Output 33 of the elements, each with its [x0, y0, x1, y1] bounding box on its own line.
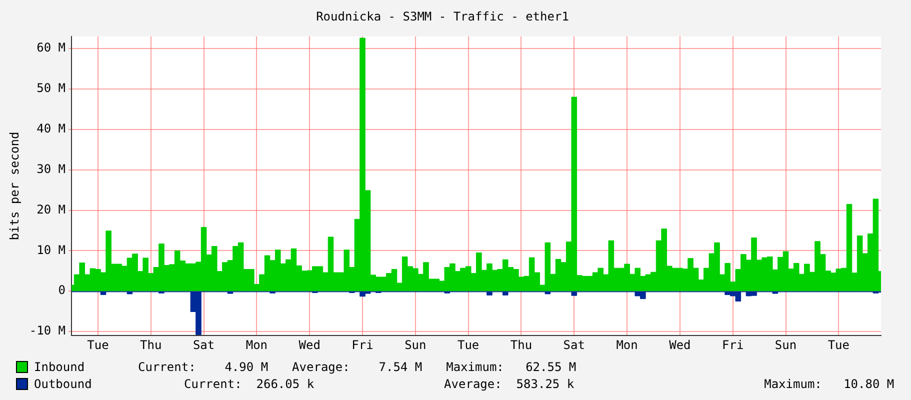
y-tick-label: 10 M	[36, 242, 66, 257]
x-tick-label: Fri	[722, 338, 744, 352]
x-tick-label: Thu	[140, 338, 162, 352]
y-axis-title: bits per second	[7, 132, 22, 240]
y-tick-label: -10 M	[29, 324, 66, 338]
text: Maximum: 10.80 M	[764, 376, 894, 390]
text: Maximum: 62.55 M	[446, 360, 576, 374]
x-tick-label: Wed	[669, 338, 691, 352]
y-tick-label: 0	[58, 283, 66, 298]
y-tick-label: 20 M	[36, 202, 66, 216]
y-tick-label: 30 M	[36, 162, 66, 176]
x-tick-label: Mon	[246, 338, 268, 352]
x-tick-label: Sun	[404, 338, 426, 352]
text: Current: 4.90 M	[138, 360, 268, 374]
x-tick-label: Fri	[352, 338, 374, 352]
x-tick-label: Tue	[87, 338, 109, 352]
chart-title: Roudnicka - S3MM - Traffic - ether1	[316, 9, 569, 24]
y-tick-label: 60 M	[36, 40, 66, 55]
x-tick-label: Sat	[192, 338, 215, 352]
x-tick-label: Tue	[457, 338, 480, 352]
x-tick-label: Mon	[616, 338, 638, 352]
x-tick-label: Thu	[510, 338, 532, 352]
x-tick-label: Tue	[828, 338, 850, 352]
y-tick-label: 50 M	[36, 81, 66, 96]
x-tick-label: Wed	[298, 338, 320, 352]
y-tick-label: 40 M	[36, 122, 66, 136]
legend-label: Inbound	[34, 360, 86, 374]
x-tick-label: Sat	[563, 338, 585, 352]
text: Average: 7.54 M	[292, 360, 422, 374]
text: Current: 266.05 k	[184, 376, 314, 390]
x-tick-label: Sun	[774, 338, 797, 352]
legend-label: Outbound	[34, 376, 93, 390]
text: Average: 583.25 k	[444, 376, 574, 390]
